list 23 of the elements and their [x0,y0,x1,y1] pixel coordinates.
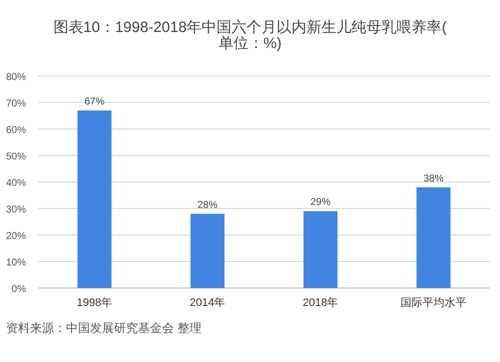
data-label: 67% [84,96,105,108]
x-tick-label: 2018年 [302,297,338,309]
x-tick-label: 国际平均水平 [400,296,466,309]
y-tick-label: 40% [6,178,26,189]
chart-title: 图表10：1998-2018年中国六个月以内新生儿纯母乳喂养率(单位：%) [53,19,447,52]
y-tick-label: 80% [6,72,26,83]
data-label: 29% [310,197,331,208]
bar [304,211,338,288]
data-label: 28% [197,200,218,211]
x-tick-label: 1998年 [76,297,112,309]
y-tick-label: 0% [12,284,26,295]
y-tick-label: 70% [6,98,26,110]
bar [190,214,224,288]
y-tick-label: 20% [6,231,26,242]
y-tick-label: 60% [6,125,26,136]
y-tick-label: 50% [6,152,26,162]
bar [78,110,112,288]
y-tick-label: 10% [6,258,26,268]
y-tick-label: 30% [6,204,26,216]
text: 资料来源：中国发展研究基金会 整理 [6,321,202,335]
x-tick-label: 2014年 [190,297,226,309]
bar [416,187,450,288]
data-label: 38% [423,173,444,184]
